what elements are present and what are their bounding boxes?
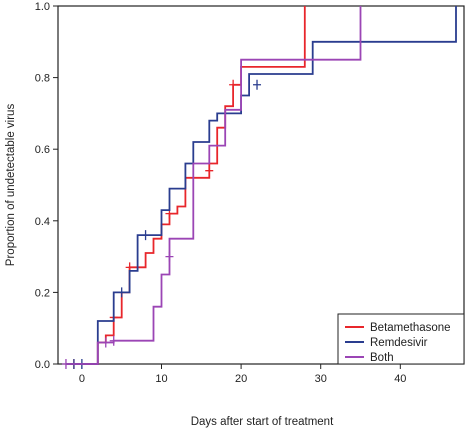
x-tick-label: 20 [235, 373, 247, 385]
x-tick-label: 10 [155, 373, 167, 385]
series-both [61, 6, 362, 369]
censor-mark-both [101, 337, 110, 348]
x-tick-label: 40 [394, 373, 406, 385]
x-tick-label: 30 [315, 373, 327, 385]
y-axis-title: Proportion of undetectable virus [5, 104, 17, 267]
x-axis-title: Days after start of treatment [191, 416, 334, 428]
censor-mark-remdesivir [253, 79, 262, 90]
legend-label-remdesivir: Remdesivir [370, 337, 428, 349]
series-line-both [66, 6, 362, 365]
y-tick-label: 0.4 [35, 216, 50, 228]
series-line-betamethasone [66, 6, 306, 365]
y-tick-label: 0.6 [35, 144, 50, 156]
censor-mark-remdesivir [117, 287, 126, 298]
y-tick-label: 0.0 [35, 359, 50, 371]
y-tick-label: 0.8 [35, 73, 50, 85]
x-tick-label: 0 [79, 373, 85, 385]
censor-mark-both [61, 359, 70, 369]
censor-mark-remdesivir [141, 230, 150, 241]
legend-box [337, 313, 465, 365]
plot-frame [57, 5, 465, 365]
y-tick-label: 0.2 [35, 287, 50, 299]
y-axis: 0.0 0.2 0.4 0.6 0.8 1.0 [35, 1, 58, 371]
series-layer [61, 6, 457, 369]
legend-label-betamethasone: Betamethasone [370, 322, 451, 334]
x-axis: 0 10 20 30 40 [79, 364, 406, 385]
y-tick-label: 1.0 [35, 1, 50, 13]
censor-mark-betamethasone [229, 79, 238, 90]
censor-mark-betamethasone [205, 165, 214, 176]
legend: Betamethasone Remdesivir Both [337, 313, 465, 365]
censor-mark-both [165, 251, 174, 262]
legend-label-both: Both [370, 352, 394, 364]
censor-mark-both [109, 335, 118, 346]
